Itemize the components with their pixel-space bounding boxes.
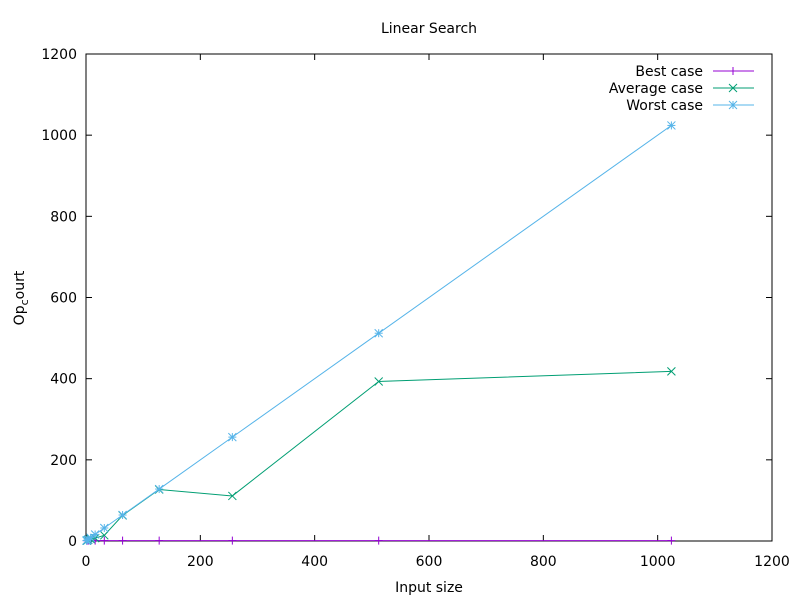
legend-label: Best case <box>635 64 703 80</box>
data-point <box>99 530 109 540</box>
data-point <box>227 432 237 442</box>
data-point <box>99 523 109 533</box>
y-axis-label-main: Op <box>12 305 28 325</box>
y-tick-label: 400 <box>50 372 77 388</box>
x-axis-label: Input size <box>395 580 463 596</box>
data-point <box>154 484 164 494</box>
chart-title: Linear Search <box>381 21 477 37</box>
x-tick-label: 0 <box>82 554 91 570</box>
data-point <box>374 536 383 545</box>
y-tick-label: 1200 <box>41 47 77 63</box>
data-point <box>728 100 738 110</box>
x-tick-label: 200 <box>187 554 214 570</box>
x-tick-label: 1000 <box>640 554 676 570</box>
x-tick-label: 800 <box>530 554 557 570</box>
legend-label: Worst case <box>626 98 703 114</box>
x-tick-label: 1200 <box>754 554 790 570</box>
data-point <box>667 121 676 130</box>
data-point <box>228 536 237 545</box>
data-point <box>86 533 95 543</box>
y-tick-label: 200 <box>50 453 77 469</box>
data-point <box>729 67 737 75</box>
data-point <box>227 491 237 501</box>
y-axis-label: Opcourt <box>12 270 31 325</box>
data-point <box>667 536 676 545</box>
data-point <box>667 367 676 376</box>
data-point <box>100 536 109 545</box>
axis-ticks: 0 200 400 600 800 1000 1200 0 200 400 600 800 1000 12… <box>41 47 789 570</box>
data-point <box>155 536 164 545</box>
data-point <box>118 510 127 520</box>
y-axis-label-rest: ourt <box>12 270 28 299</box>
y-axis-label-sub: c <box>18 299 31 305</box>
y-tick-label: 800 <box>50 209 77 225</box>
data-point <box>374 328 384 338</box>
x-tick-label: 400 <box>301 554 328 570</box>
y-tick-label: 0 <box>68 534 77 550</box>
data-point <box>118 536 127 545</box>
legend-label: Average case <box>609 81 703 97</box>
data-point <box>90 530 100 539</box>
series-lines <box>82 121 676 545</box>
y-tick-label: 1000 <box>41 128 77 144</box>
x-tick-label: 600 <box>416 554 443 570</box>
y-tick-label: 600 <box>50 291 77 307</box>
data-point <box>728 83 738 93</box>
data-point <box>374 377 384 386</box>
